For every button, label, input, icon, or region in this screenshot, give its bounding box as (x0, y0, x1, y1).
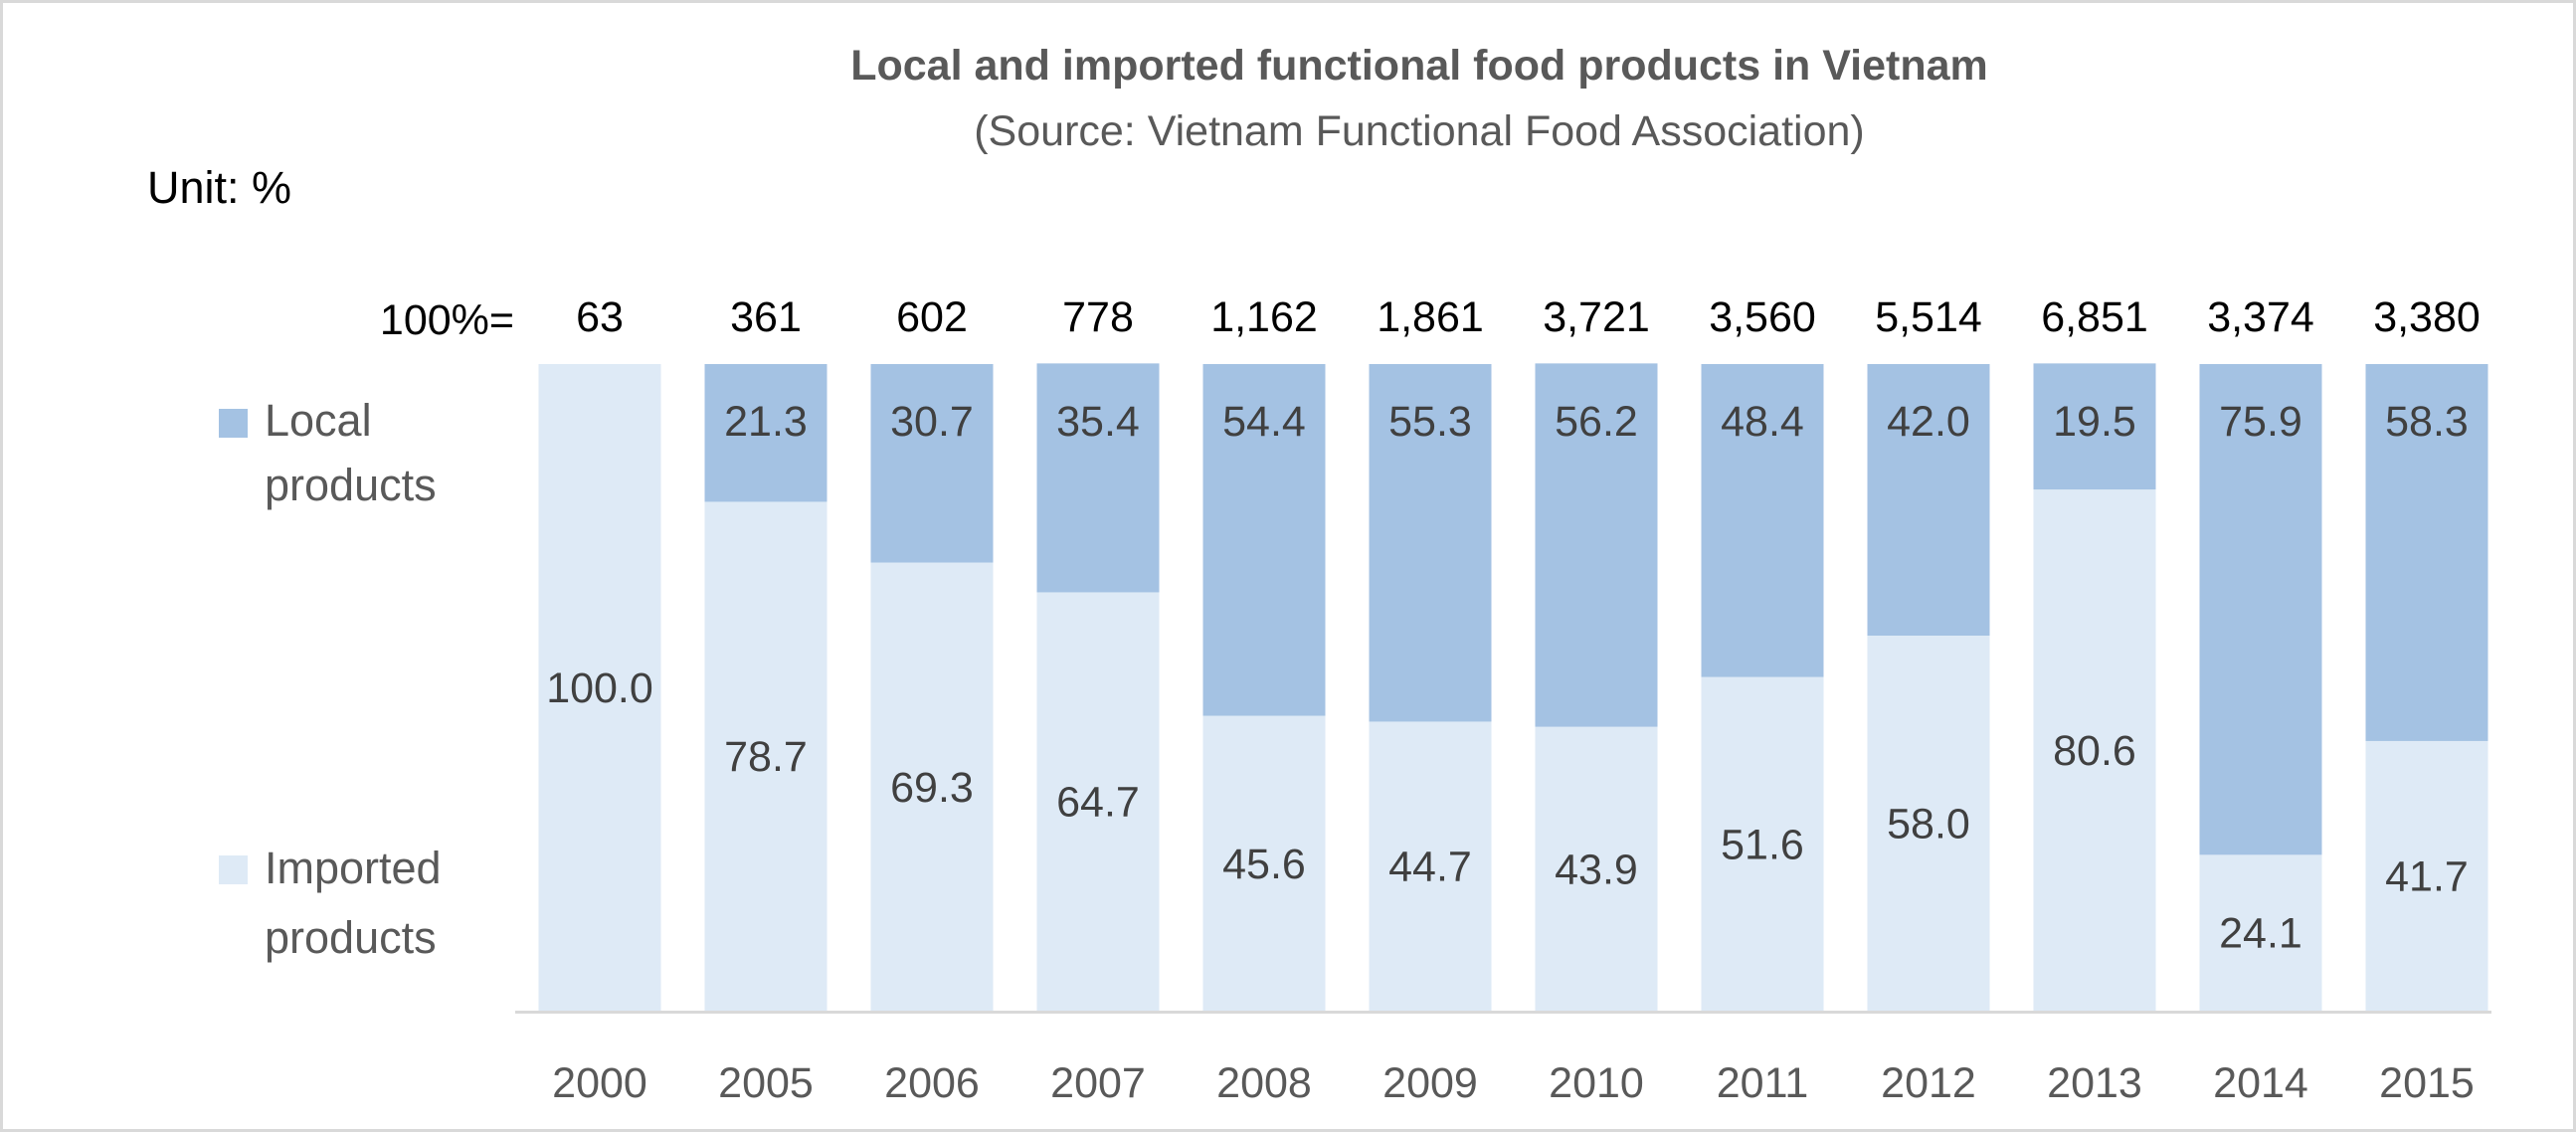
bar-imported-2000 (538, 364, 661, 1011)
tick-2010: 2010 (1549, 1059, 1644, 1107)
label-local-2014: 75.9 (2219, 398, 2302, 446)
label-imported-2015: 41.7 (2385, 852, 2469, 900)
label-local-2011: 48.4 (1721, 398, 1804, 446)
totals-prefix: 100%= (380, 296, 514, 344)
tick-2000: 2000 (552, 1059, 647, 1107)
bar-local-2005 (704, 364, 828, 502)
label-local-2006: 30.7 (890, 398, 974, 446)
legend-label-1-0: Imported (265, 843, 442, 893)
bar-local-2007 (1036, 363, 1160, 593)
label-local-2009: 55.3 (1388, 398, 1472, 446)
legend-label-0-0: Local (265, 395, 372, 446)
label-local-2013: 19.5 (2053, 398, 2136, 446)
bar-imported-2014 (2199, 854, 2322, 1011)
label-imported-2007: 64.7 (1056, 779, 1140, 827)
chart-subtitle: (Source: Vietnam Functional Food Associa… (974, 107, 1865, 155)
label-imported-2006: 69.3 (890, 764, 974, 812)
bar-local-2012 (1867, 364, 1990, 636)
bar-imported-2015 (2365, 740, 2488, 1011)
totals-row: 63 361 602 778 1,162 1,861 3,721 3,560 5,514 6,85… (576, 293, 2481, 341)
total-2014: 3,374 (2207, 293, 2314, 341)
bar-local-2014 (2199, 364, 2322, 855)
label-imported-2000: 100.0 (546, 664, 653, 712)
chart-title: Local and imported functional food produ… (850, 42, 1988, 90)
total-2008: 1,162 (1210, 293, 1318, 341)
label-imported-2008: 45.6 (1222, 841, 1306, 888)
total-2009: 1,861 (1377, 293, 1484, 341)
bar-imported-2009 (1369, 721, 1492, 1011)
label-imported-2013: 80.6 (2053, 727, 2136, 775)
label-imported-2012: 58.0 (1887, 801, 1970, 849)
tick-2012: 2012 (1881, 1059, 1976, 1107)
total-2012: 5,514 (1875, 293, 1982, 341)
bar-imported-2005 (704, 501, 828, 1011)
tick-2005: 2005 (718, 1059, 814, 1107)
x-axis-tick-labels: 2000 2005 2006 2007 2008 2009 2010 2011 2012 2013… (552, 1059, 2475, 1107)
bar-imported-2007 (1036, 592, 1160, 1011)
label-local-2008: 54.4 (1222, 398, 1306, 446)
total-2000: 63 (576, 293, 624, 341)
total-2010: 3,721 (1543, 293, 1650, 341)
bar-imported-2010 (1535, 726, 1658, 1011)
legend-label-1-1: products (265, 912, 437, 963)
tick-2007: 2007 (1050, 1059, 1146, 1107)
label-imported-2011: 51.6 (1721, 821, 1804, 868)
total-2005: 361 (730, 293, 802, 341)
bar-imported-2012 (1867, 636, 1990, 1011)
bar-local-2006 (870, 364, 994, 563)
bar-local-2009 (1369, 364, 1492, 722)
tick-2014: 2014 (2213, 1059, 2308, 1107)
label-imported-2005: 78.7 (724, 733, 808, 781)
legend-label-0-1: products (265, 460, 437, 510)
label-local-2015: 58.3 (2385, 398, 2469, 446)
label-imported-2010: 43.9 (1555, 846, 1638, 893)
data-labels: 100.0 21.3 78.7 30.7 69.3 35.4 64.7 54.4 45.6 55.… (546, 398, 2469, 958)
bar-imported-2008 (1202, 715, 1326, 1011)
tick-2011: 2011 (1717, 1059, 1808, 1107)
total-2007: 778 (1062, 293, 1134, 341)
tick-2008: 2008 (1216, 1059, 1312, 1107)
label-local-2010: 56.2 (1555, 398, 1638, 446)
label-local-2007: 35.4 (1056, 398, 1140, 446)
bar-imported-2011 (1701, 676, 1824, 1011)
tick-2013: 2013 (2047, 1059, 2142, 1107)
bars (538, 363, 2488, 1012)
tick-2006: 2006 (884, 1059, 980, 1107)
total-2006: 602 (896, 293, 968, 341)
total-2015: 3,380 (2373, 293, 2481, 341)
label-local-2012: 42.0 (1887, 398, 1970, 446)
bar-local-2008 (1202, 364, 1326, 716)
bar-imported-2006 (870, 562, 994, 1011)
bar-imported-2013 (2033, 489, 2156, 1012)
legend: Local products Imported products (219, 395, 442, 963)
legend-marker-0 (219, 409, 248, 438)
total-2013: 6,851 (2041, 293, 2148, 341)
bar-local-2013 (2033, 363, 2156, 490)
bar-local-2010 (1535, 363, 1658, 727)
total-2011: 3,560 (1709, 293, 1816, 341)
tick-2015: 2015 (2379, 1059, 2475, 1107)
label-imported-2014: 24.1 (2219, 910, 2302, 958)
label-local-2005: 21.3 (724, 398, 808, 446)
bar-local-2011 (1701, 364, 1824, 677)
bar-local-2015 (2365, 364, 2488, 741)
unit-label: Unit: % (147, 162, 291, 213)
tick-2009: 2009 (1382, 1059, 1478, 1107)
legend-marker-1 (219, 855, 248, 884)
label-imported-2009: 44.7 (1388, 844, 1472, 891)
